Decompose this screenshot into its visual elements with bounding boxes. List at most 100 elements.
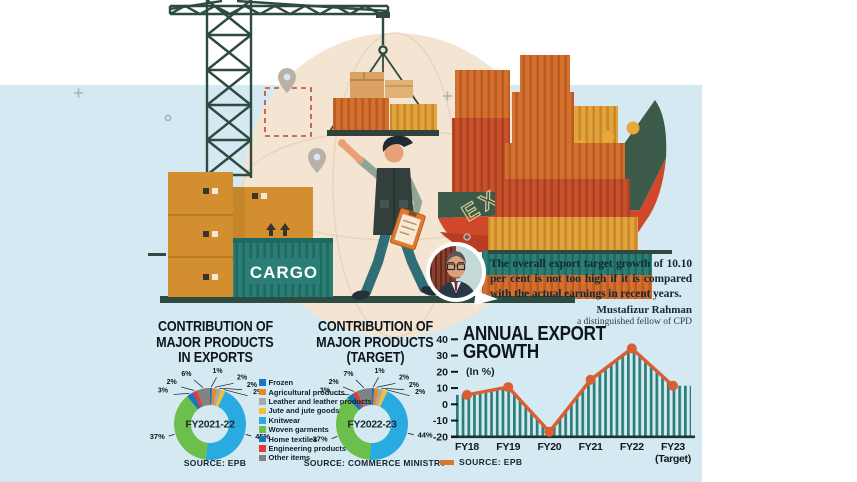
y-tick-label: 20 <box>436 366 448 378</box>
donut-label: 2% <box>253 389 264 396</box>
legend-swatch <box>259 407 266 415</box>
line-chart-subtitle: (In %) <box>466 366 495 378</box>
cargo-container: CARGO <box>233 238 333 297</box>
location-pin-icon <box>308 148 326 173</box>
x-tick-label: FY22 <box>620 441 644 453</box>
donut-label: 2% <box>237 375 248 382</box>
legend-item: Leather and leather products <box>259 397 372 406</box>
donut-slice <box>347 393 362 411</box>
data-point <box>585 374 596 385</box>
hanging-load <box>327 52 439 136</box>
legend-swatch <box>259 445 266 452</box>
donut-slice <box>215 389 226 407</box>
donut-label: 2% <box>247 382 258 389</box>
quote-text: The overall export target growth of 10.1… <box>490 258 692 300</box>
crane-trolley <box>376 12 390 18</box>
donut-label: 6% <box>181 371 192 378</box>
cargo-container-text: CARGO <box>250 263 318 282</box>
legend-item: Engineering products <box>259 444 349 453</box>
data-point <box>668 380 678 391</box>
worker-hair <box>382 135 413 152</box>
container-stacks <box>482 143 652 299</box>
location-pin-icon <box>278 68 296 93</box>
donut-slice <box>210 388 213 406</box>
legend-item: Agricultural products <box>259 387 349 397</box>
legend-label: Knitwear <box>268 415 301 425</box>
donut-center-label: FY2021-22 <box>185 419 235 431</box>
dock-worker <box>338 135 439 300</box>
donut-label: 1% <box>374 368 385 375</box>
donut-slice <box>173 396 208 460</box>
quote-author: Mustafizur Rahman <box>596 304 692 316</box>
legend-label: Other items <box>268 453 311 463</box>
clipboard <box>389 208 426 251</box>
donut-slice <box>336 397 371 460</box>
line-chart-source: SOURCE: EPB <box>440 457 522 467</box>
arrow-crate <box>245 187 313 238</box>
donut-label: 37% <box>150 432 165 441</box>
quote-author-title: a distinguished fellow of CPD <box>576 317 692 327</box>
donut2-source: SOURCE: COMMERCE MINISTRY <box>303 458 447 468</box>
donut-slice <box>373 388 379 406</box>
legend-label: Jute and jute goods <box>268 406 340 416</box>
y-tick-label: 40 <box>436 334 448 346</box>
donut-slice <box>369 391 408 461</box>
donut-label: 7% <box>343 371 354 378</box>
data-point <box>544 426 555 437</box>
legend-item: Frozen <box>259 378 349 387</box>
legend-label: Home textiles <box>268 434 318 444</box>
legend-swatch <box>259 426 266 433</box>
y-tick-label: 30 <box>436 350 448 362</box>
donut-slice <box>356 388 372 407</box>
x-tick-label: FY23 <box>661 441 685 453</box>
legend-swatch <box>259 435 266 443</box>
y-tick-label: -20 <box>433 431 448 443</box>
x-tick-note: (Target) <box>655 453 691 465</box>
growth-line <box>466 346 675 434</box>
donut1-source: SOURCE: EPB <box>183 458 247 468</box>
donut-label: 3% <box>320 388 331 395</box>
legend-item: Woven garments <box>259 425 349 434</box>
data-point <box>462 389 472 400</box>
x-tick-label: FY19 <box>496 441 520 453</box>
area-hatch-fill <box>455 348 691 437</box>
legend-label: Leather and leather products <box>268 396 372 406</box>
legend-swatch <box>259 398 266 405</box>
donut-label: 2% <box>399 375 410 382</box>
legend-item: Home textiles <box>259 434 349 444</box>
quote-divider <box>488 250 672 254</box>
donut-slice <box>352 391 364 408</box>
donut-label: 3% <box>158 388 169 395</box>
plus-decor-icon <box>74 88 471 241</box>
y-tick-label: 10 <box>436 383 448 395</box>
legend-swatch <box>259 454 266 462</box>
donut1-title: CONTRIBUTION OF MAJOR PRODUCTS IN EXPORT… <box>156 318 274 366</box>
donut-slice <box>196 388 210 407</box>
quote-bubble <box>426 242 498 305</box>
tower-crane <box>168 0 390 178</box>
legend-label: Woven garments <box>268 425 329 435</box>
x-tick-label: FY20 <box>537 441 561 453</box>
donut-label: 2% <box>167 379 178 386</box>
data-point <box>503 382 514 393</box>
donut-slice <box>192 390 204 408</box>
legend-label: Engineering products <box>268 443 347 453</box>
legend-item: Jute and jute goods <box>259 406 349 415</box>
legend-item: Other items <box>259 453 349 462</box>
donut-chart-fy2022-23: 3%2%7% 1%2%2%2%44%37%FY2022-23 <box>313 368 433 461</box>
legend-item: Knitwear <box>259 416 349 425</box>
x-tick-label: FY21 <box>579 441 603 453</box>
donut2-title: CONTRIBUTION OF MAJOR PRODUCTS (TARGET) <box>316 318 434 366</box>
dock-ground <box>160 296 575 303</box>
donut-label: 2% <box>329 379 340 386</box>
donut-label: 37% <box>313 435 328 444</box>
donut-slice <box>211 388 217 406</box>
donut-slice <box>187 392 201 410</box>
products-legend: Frozen Agricultural products Leather and l… <box>259 378 372 463</box>
legend-swatch <box>259 388 266 396</box>
donut-slice <box>205 391 247 461</box>
donut-label: 2% <box>415 389 426 396</box>
donut-slice <box>377 389 388 407</box>
